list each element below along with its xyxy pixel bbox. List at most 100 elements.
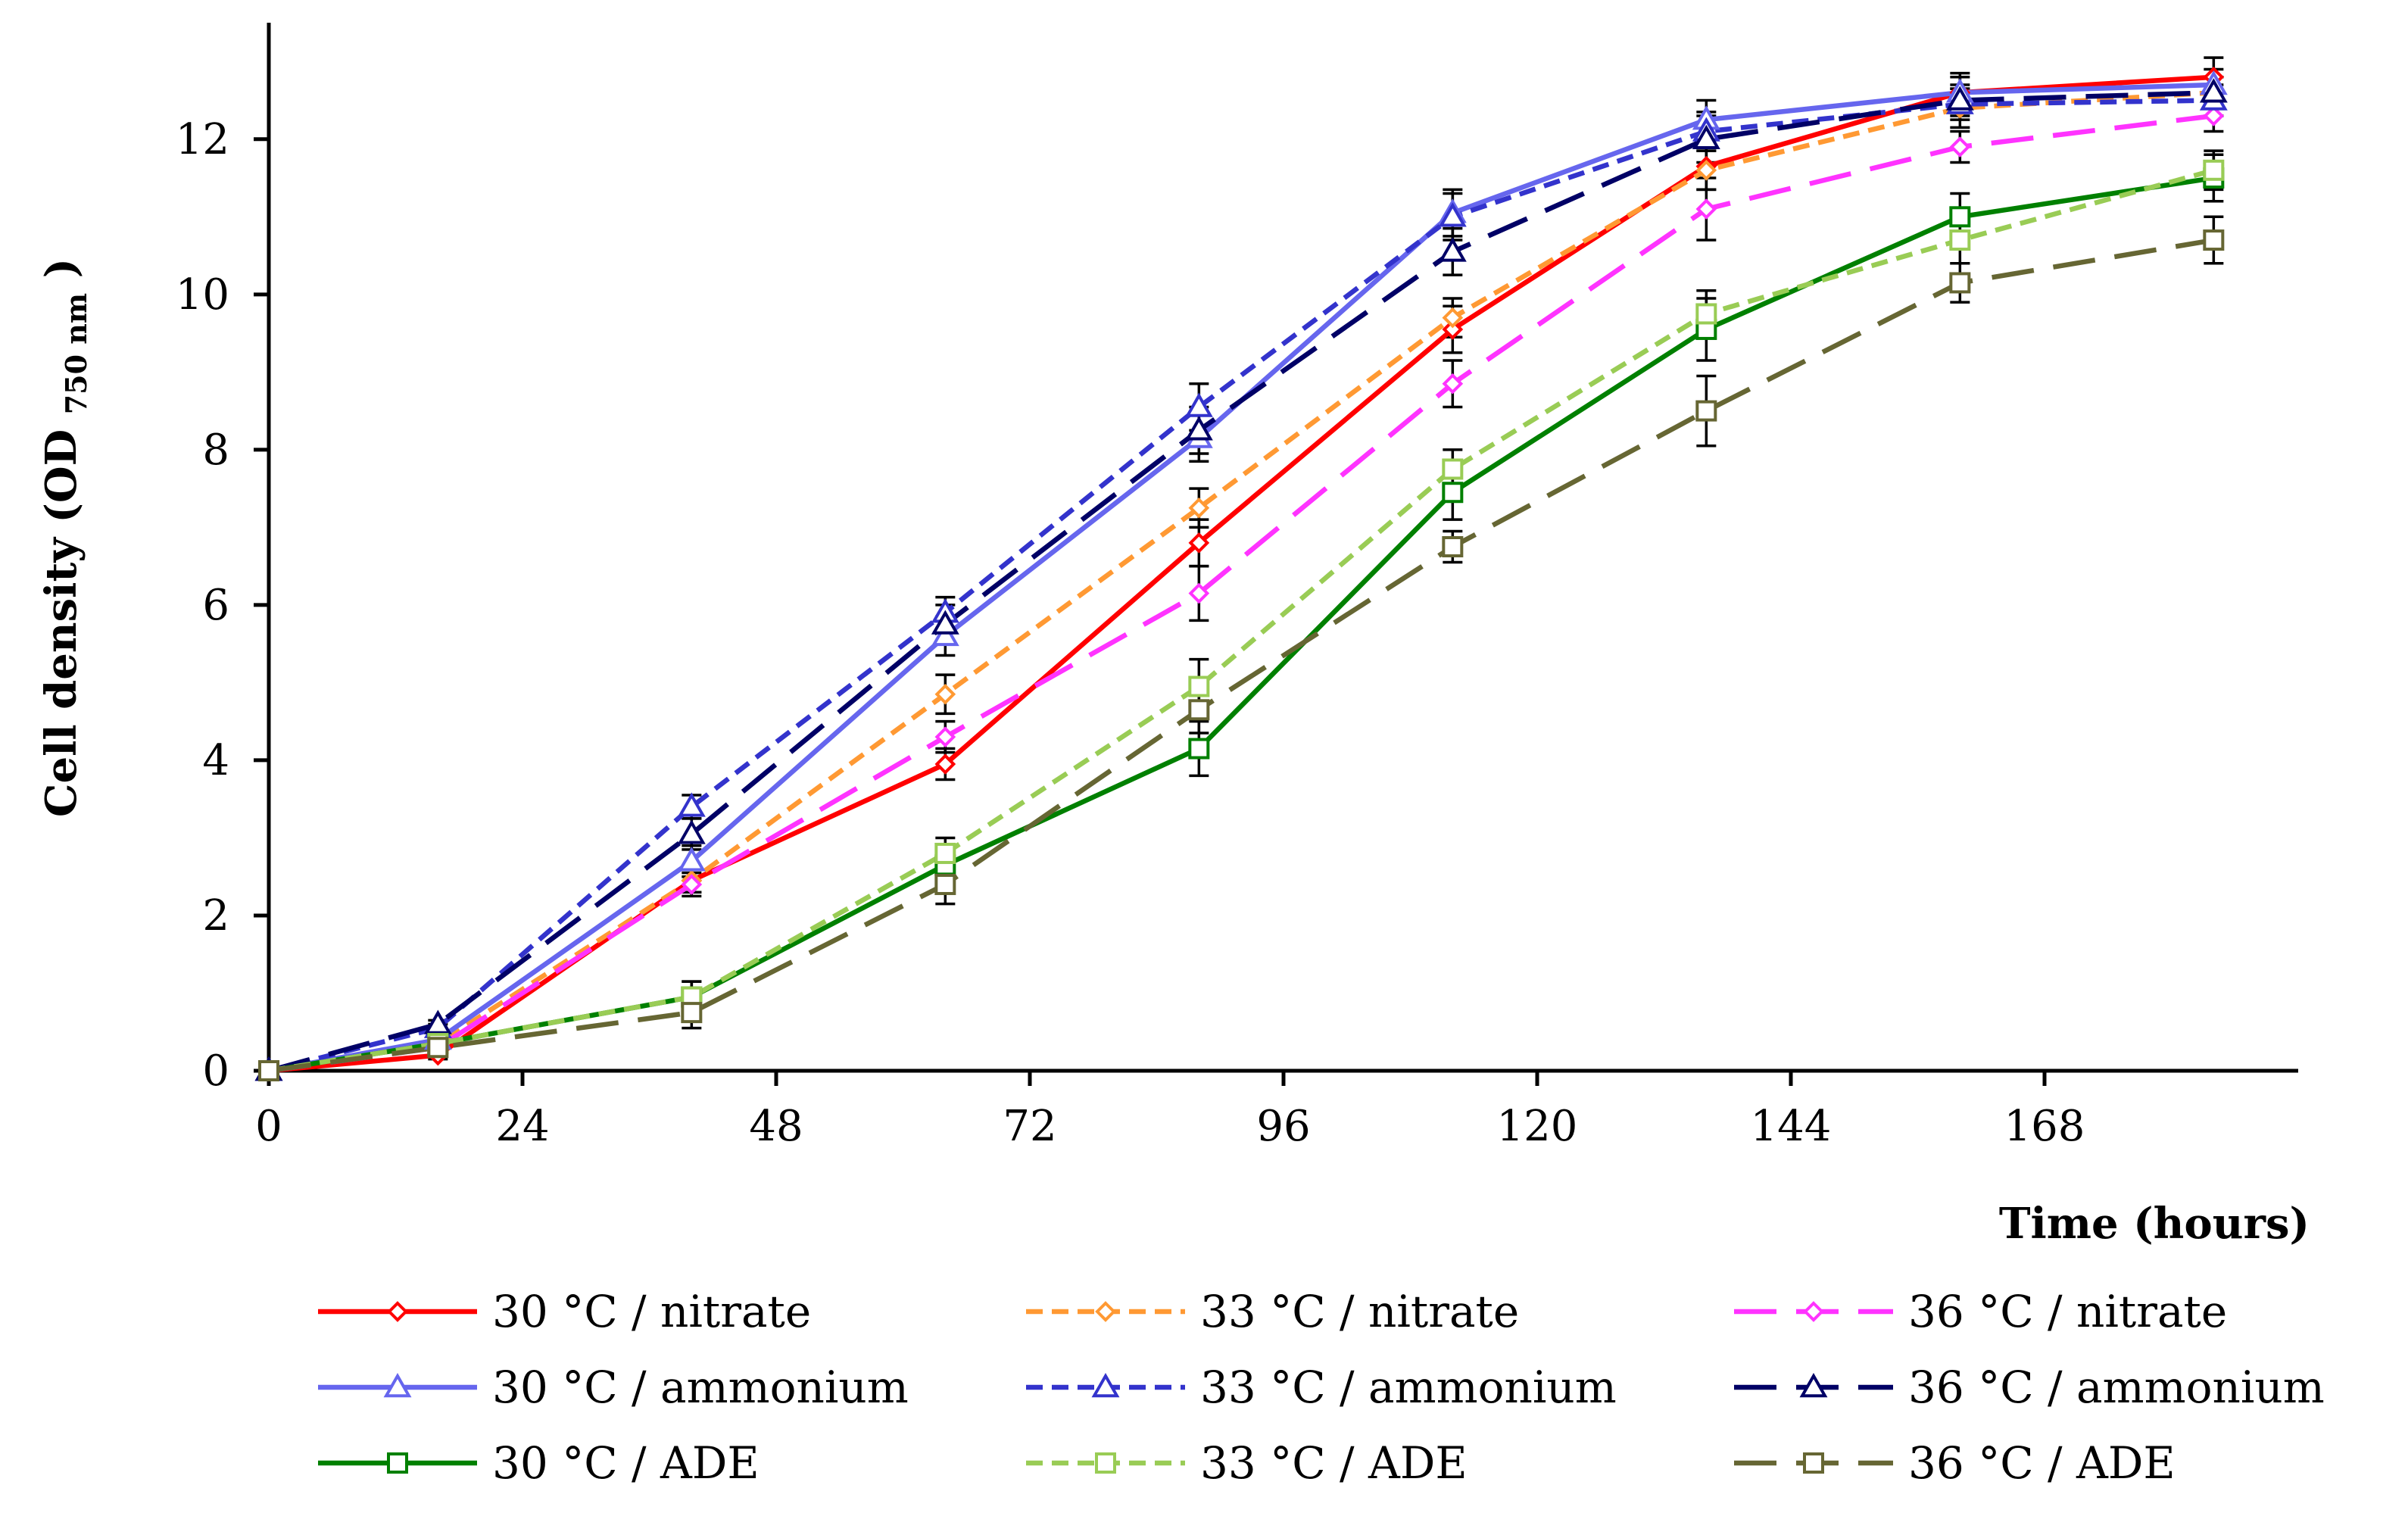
legend-label: 33 °C / ammonium <box>1200 1362 1617 1413</box>
data-point <box>1945 86 1974 111</box>
data-point <box>1442 482 1464 504</box>
legend-label: 36 °C / ADE <box>1908 1437 2176 1489</box>
legend-swatch-marker <box>383 1372 412 1398</box>
legend-swatch-marker <box>1799 1372 1828 1398</box>
legend-label: 30 °C / ADE <box>492 1437 760 1489</box>
data-point <box>677 847 706 872</box>
legend-swatch-marker <box>387 1301 408 1322</box>
y-tick-label: 4 <box>202 736 229 785</box>
x-tick-label: 48 <box>749 1102 803 1151</box>
y-tick-label: 2 <box>202 891 229 941</box>
legend-item: 36 °C / nitrate <box>1734 1286 2227 1337</box>
y-tick-label: 10 <box>176 270 229 320</box>
legend-label: 30 °C / ammonium <box>492 1362 909 1413</box>
legend-item: 30 °C / nitrate <box>318 1286 811 1337</box>
data-point <box>1188 497 1210 519</box>
data-point <box>934 683 956 705</box>
legend-label: 33 °C / ADE <box>1200 1437 1468 1489</box>
series-line <box>268 175 2214 1074</box>
x-tick-label: 168 <box>2004 1102 2085 1151</box>
legend-item: 33 °C / ammonium <box>1026 1362 1617 1413</box>
axes <box>267 23 2298 1073</box>
x-tick-label: 120 <box>1497 1102 1578 1151</box>
legend-label: 30 °C / nitrate <box>492 1286 811 1337</box>
data-point <box>2199 78 2228 103</box>
data-point <box>1184 416 1213 441</box>
legend-item: 33 °C / ADE <box>1026 1437 1468 1489</box>
data-point <box>1695 303 1717 325</box>
data-point <box>934 753 956 775</box>
data-point <box>1188 582 1210 604</box>
y-axis-title: Cell density (OD 750 nm ) <box>36 258 97 817</box>
y-tick-label: 8 <box>202 426 229 475</box>
data-point <box>1442 536 1464 557</box>
series-line <box>268 113 2214 1074</box>
x-tick-label: 72 <box>1003 1102 1056 1151</box>
legend-item: 36 °C / ammonium <box>1734 1362 2325 1413</box>
legend-swatch-marker <box>1095 1301 1116 1322</box>
x-tick-label: 96 <box>1256 1102 1310 1151</box>
legend-swatch-marker <box>1803 1452 1824 1474</box>
data-point <box>1188 699 1210 721</box>
data-point <box>1438 237 1467 262</box>
data-point <box>1188 738 1210 760</box>
series-markers <box>254 66 2228 1081</box>
legend-label: 36 °C / nitrate <box>1908 1286 2227 1337</box>
legend-item: 30 °C / ammonium <box>318 1362 909 1413</box>
x-tick-label: 0 <box>255 1102 282 1151</box>
data-point <box>2203 229 2225 251</box>
data-point <box>1442 307 1464 329</box>
data-point <box>934 842 956 864</box>
y-axis-title-main: Cell density (OD <box>36 429 86 817</box>
data-point <box>1188 675 1210 697</box>
data-point <box>1442 319 1464 340</box>
data-point <box>934 873 956 895</box>
legend: 30 °C / nitrate 33 °C / nitrate 36 °C / ni… <box>318 1286 2325 1489</box>
x-tick-label: 144 <box>1751 1102 1832 1151</box>
series-line <box>268 167 2215 1074</box>
data-point <box>1442 458 1464 480</box>
series-line <box>268 90 2214 1074</box>
legend-swatch-marker <box>1095 1452 1116 1474</box>
y-tick-label: 12 <box>176 115 229 164</box>
legend-item: 36 °C / ADE <box>1734 1437 2176 1489</box>
legend-swatch-marker <box>387 1452 408 1474</box>
data-point <box>681 1002 703 1024</box>
x-axis-title: Time (hours) <box>1999 1199 2310 1249</box>
data-point <box>1184 392 1213 417</box>
data-point <box>1949 272 1971 294</box>
data-point <box>931 610 959 635</box>
legend-item: 30 °C / ADE <box>318 1437 760 1489</box>
data-point <box>2203 105 2225 126</box>
y-axis-title-sub: 750 nm <box>59 293 93 414</box>
data-point <box>1949 229 1971 251</box>
legend-label: 33 °C / nitrate <box>1200 1286 1519 1337</box>
data-point <box>1438 202 1467 227</box>
data-point <box>681 874 703 895</box>
legend-swatch-marker <box>1803 1301 1824 1322</box>
series-lines <box>268 74 2215 1074</box>
data-point <box>1188 532 1210 554</box>
data-point <box>2203 159 2225 181</box>
y-tick-label: 6 <box>202 581 229 630</box>
data-point <box>1695 198 1717 220</box>
legend-swatch-marker <box>1091 1372 1120 1398</box>
data-point <box>931 621 959 647</box>
legend-item: 33 °C / nitrate <box>1026 1286 1519 1337</box>
series-line <box>268 98 2214 1074</box>
data-point <box>934 726 956 747</box>
data-point <box>677 819 706 844</box>
x-tick-label: 24 <box>495 1102 549 1151</box>
data-point <box>1695 159 1717 181</box>
data-point <box>427 1037 449 1059</box>
data-point <box>1442 373 1464 395</box>
data-point <box>1695 400 1717 422</box>
data-point <box>1949 206 1971 228</box>
y-axis-title-close: ) <box>36 258 86 279</box>
data-point <box>1692 124 1720 150</box>
legend-label: 36 °C / ammonium <box>1908 1362 2325 1413</box>
series-line <box>268 237 2214 1074</box>
data-point <box>1949 136 1971 158</box>
